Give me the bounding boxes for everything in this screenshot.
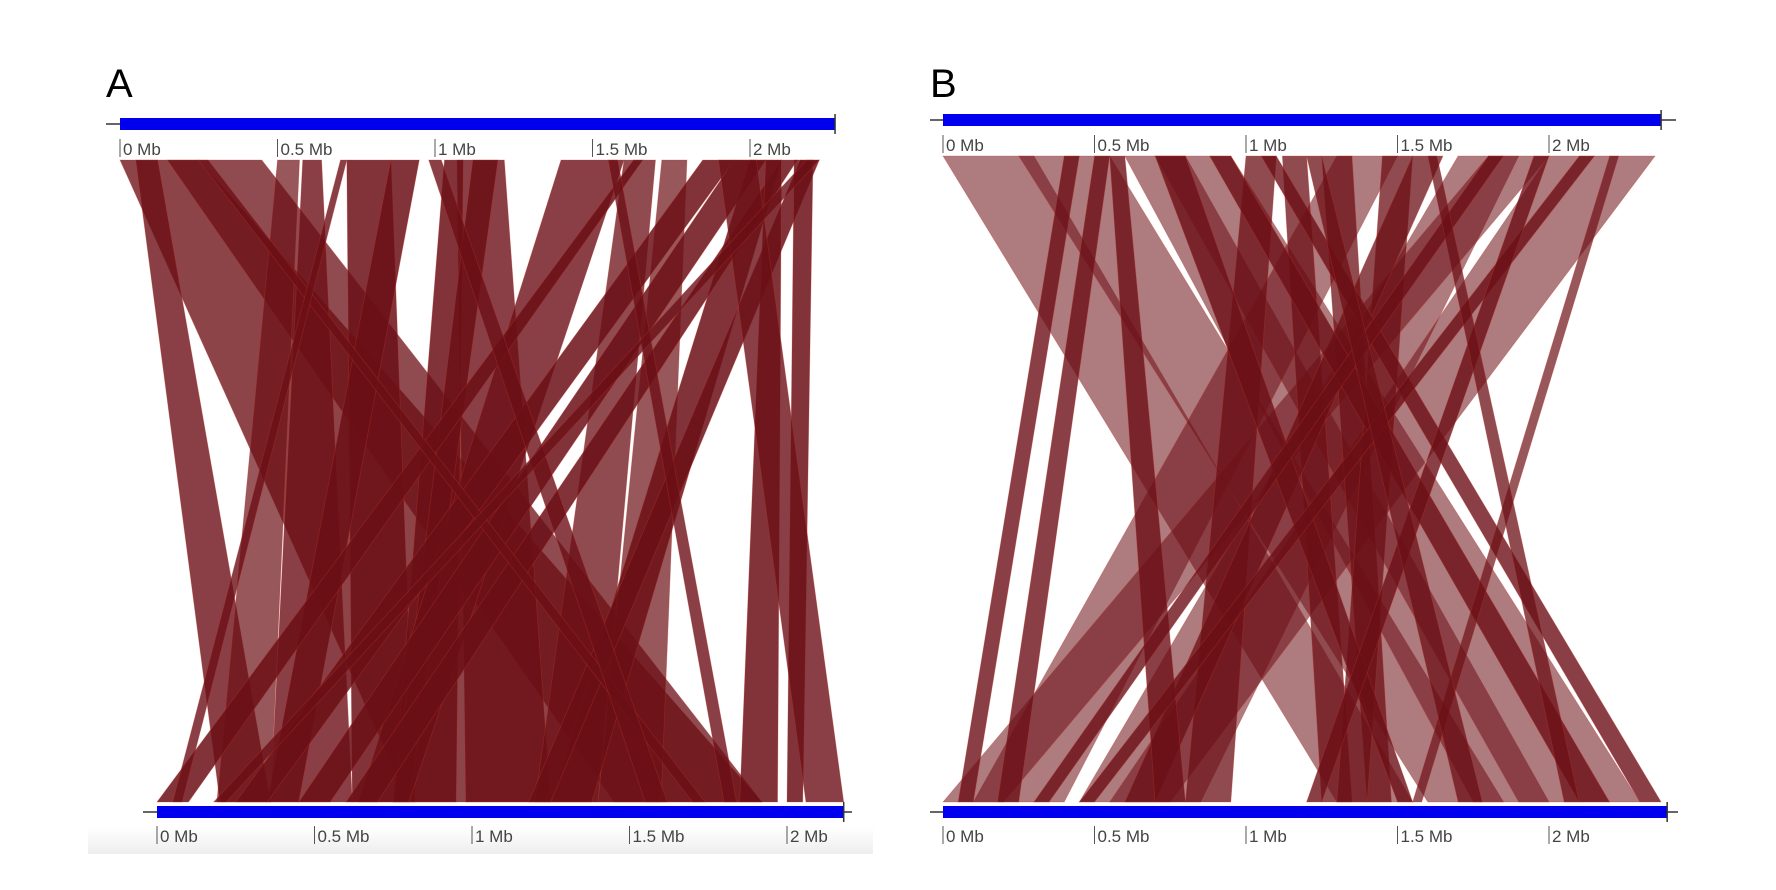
top-axis-tick-label: 2 Mb <box>1552 136 1590 155</box>
panel-b-label: B <box>930 62 957 106</box>
synteny-link <box>197 159 706 803</box>
synteny-link <box>1109 155 1186 803</box>
top-axis-tick-label: 0 Mb <box>946 136 984 155</box>
top-chromosome-bar <box>943 114 1662 126</box>
top-axis-tick-label: 1.5 Mb <box>596 140 648 159</box>
bottom-axis-tick-label: 0.5 Mb <box>1098 827 1150 846</box>
panel-0-bottom-chromosome-axis: 0 Mb 0.5 Mb 1 Mb 1.5 Mb 2 Mb <box>143 802 852 846</box>
panel-a-label: A <box>106 62 133 106</box>
top-axis-tick-label: 0.5 Mb <box>1098 136 1150 155</box>
synteny-link <box>1412 155 1620 803</box>
synteny-link <box>428 159 668 803</box>
panel-0-top-chromosome-axis: 0 Mb 0.5 Mb 1 Mb 1.5 Mb 2 Mb <box>106 114 836 159</box>
bottom-chromosome-bar <box>157 806 844 818</box>
bottom-axis-tick-label: 2 Mb <box>790 827 828 846</box>
bottom-axis-tick-label: 1.5 Mb <box>1401 827 1453 846</box>
synteny-link <box>997 155 1111 803</box>
synteny-link <box>607 159 738 803</box>
synteny-link <box>1306 155 1550 803</box>
bottom-axis-tick-label: 1 Mb <box>1249 827 1287 846</box>
synteny-link <box>1208 155 1611 803</box>
bottom-axis-tick-label: 0.5 Mb <box>318 827 370 846</box>
synteny-link <box>1033 155 1505 803</box>
synteny-link <box>345 159 798 803</box>
top-axis-tick-label: 2 Mb <box>753 140 791 159</box>
synteny-link <box>1427 155 1580 803</box>
top-axis-tick-label: 0.5 Mb <box>281 140 333 159</box>
bottom-axis-tick-label: 0 Mb <box>946 827 984 846</box>
top-axis-tick-label: 1.5 Mb <box>1401 136 1453 155</box>
bottom-axis-tick-label: 1.5 Mb <box>633 827 685 846</box>
panel-1-synteny-links <box>942 155 1662 803</box>
panel-1-top-chromosome-axis: 0 Mb 0.5 Mb 1 Mb 1.5 Mb 2 Mb <box>930 110 1676 155</box>
bottom-chromosome-bar <box>943 806 1668 818</box>
panel-a-bottom-shade <box>88 826 873 854</box>
top-axis-tick-label: 1 Mb <box>438 140 476 159</box>
synteny-link <box>172 159 348 803</box>
panel-0-synteny-links <box>119 159 845 803</box>
bottom-axis-tick-label: 1 Mb <box>475 827 513 846</box>
bottom-axis-tick-label: 0 Mb <box>160 827 198 846</box>
panel-a-synteny-plot: 0 Mb 0.5 Mb 1 Mb 1.5 Mb 2 Mb 0 Mb 0.5 Mb 1 Mb 1.… <box>106 114 852 846</box>
top-axis-tick-label: 0 Mb <box>123 140 161 159</box>
panel-b-synteny-plot: 0 Mb 0.5 Mb 1 Mb 1.5 Mb 2 Mb 0 Mb 0.5 Mb 1 Mb 1.… <box>930 110 1678 846</box>
panel-a: A 0 Mb 0.5 Mb 1 Mb 1.5 Mb 2 Mb 0 Mb 0.5 Mb 1 Mb… <box>88 62 873 854</box>
synteny-link <box>212 159 821 803</box>
synteny-link <box>957 155 1080 803</box>
bottom-axis-tick-label: 2 Mb <box>1552 827 1590 846</box>
synteny-link <box>156 159 644 803</box>
panel-1-bottom-chromosome-axis: 0 Mb 0.5 Mb 1 Mb 1.5 Mb 2 Mb <box>930 802 1678 846</box>
synteny-link <box>1306 155 1483 803</box>
panel-b: B 0 Mb 0.5 Mb 1 Mb 1.5 Mb 2 Mb 0 Mb 0.5 Mb 1 Mb… <box>888 0 1776 890</box>
top-chromosome-bar <box>120 118 836 130</box>
top-axis-tick-label: 1 Mb <box>1249 136 1287 155</box>
